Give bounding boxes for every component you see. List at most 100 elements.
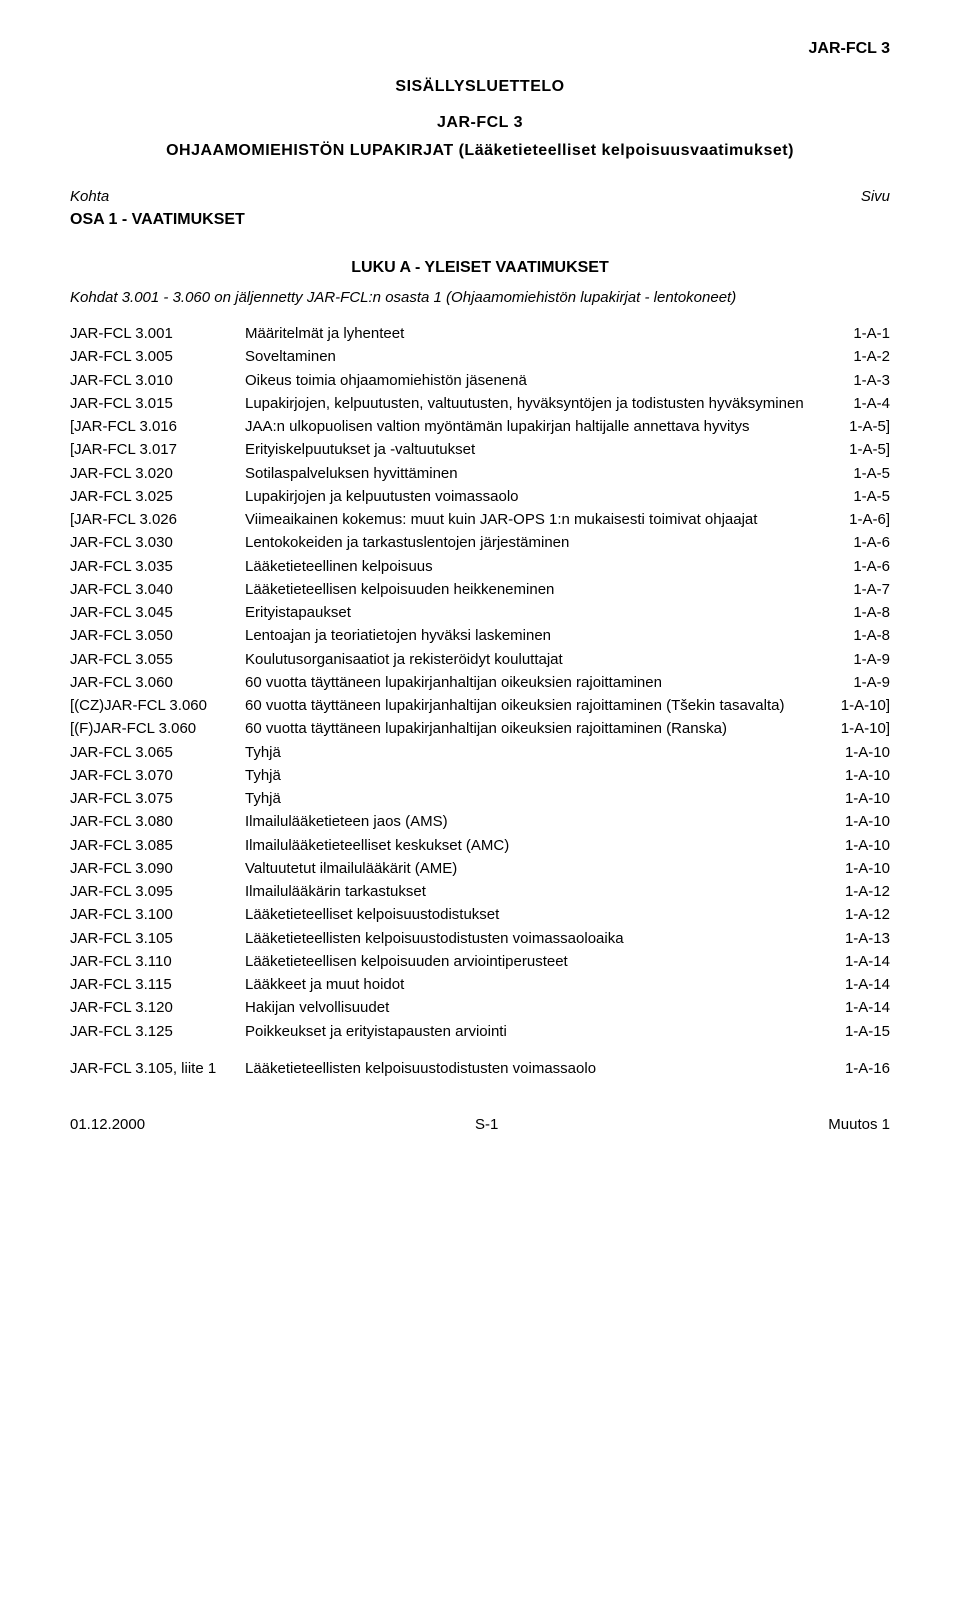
toc-desc: Koulutusorganisaatiot ja rekisteröidyt k… bbox=[245, 648, 825, 671]
toc-desc: Erityiskelpuutukset ja -valtuutukset bbox=[245, 438, 825, 461]
toc-desc: 60 vuotta täyttäneen lupakirjanhaltijan … bbox=[245, 671, 825, 694]
table-row: JAR-FCL 3.055Koulutusorganisaatiot ja re… bbox=[70, 648, 890, 671]
table-row: JAR-FCL 3.070Tyhjä1-A-10 bbox=[70, 764, 890, 787]
header-doc-code: JAR-FCL 3 bbox=[70, 40, 890, 58]
table-row: JAR-FCL 3.005Soveltaminen1-A-2 bbox=[70, 345, 890, 368]
toc-page: 1-A-5] bbox=[825, 438, 890, 461]
toc-desc: Viimeaikainen kokemus: muut kuin JAR-OPS… bbox=[245, 508, 825, 531]
doc-subtitle: OHJAAMOMIEHISTÖN LUPAKIRJAT (Lääketietee… bbox=[70, 142, 890, 160]
table-row: [(CZ)JAR-FCL 3.06060 vuotta täyttäneen l… bbox=[70, 694, 890, 717]
toc-desc: Ilmailulääketieteelliset keskukset (AMC) bbox=[245, 834, 825, 857]
main-title: SISÄLLYSLUETTELO bbox=[70, 78, 890, 96]
toc-label: JAR-FCL 3.085 bbox=[70, 834, 245, 857]
toc-desc: Lääketieteellisen kelpoisuuden arviointi… bbox=[245, 950, 825, 973]
toc-page: 1-A-10 bbox=[825, 741, 890, 764]
toc-page: 1-A-12 bbox=[825, 880, 890, 903]
table-row: JAR-FCL 3.065Tyhjä1-A-10 bbox=[70, 741, 890, 764]
toc-page: 1-A-14 bbox=[825, 950, 890, 973]
column-header-sivu: Sivu bbox=[861, 188, 890, 205]
toc-page: 1-A-10] bbox=[825, 694, 890, 717]
toc-label: JAR-FCL 3.070 bbox=[70, 764, 245, 787]
toc-desc: Valtuutetut ilmailulääkärit (AME) bbox=[245, 857, 825, 880]
toc-page: 1-A-10 bbox=[825, 857, 890, 880]
table-row: JAR-FCL 3.085Ilmailulääketieteelliset ke… bbox=[70, 834, 890, 857]
toc-desc: Lääketieteellisten kelpoisuustodistusten… bbox=[245, 1057, 825, 1080]
toc-label: JAR-FCL 3.020 bbox=[70, 462, 245, 485]
intro-note: Kohdat 3.001 - 3.060 on jäljennetty JAR-… bbox=[70, 289, 890, 306]
toc-desc: Erityistapaukset bbox=[245, 601, 825, 624]
toc-label: JAR-FCL 3.105, liite 1 bbox=[70, 1057, 245, 1080]
toc-label: JAR-FCL 3.125 bbox=[70, 1020, 245, 1043]
toc-page: 1-A-6 bbox=[825, 555, 890, 578]
column-header-kohta: Kohta bbox=[70, 188, 109, 205]
appendix-row-container: JAR-FCL 3.105, liite 1 Lääketieteelliste… bbox=[70, 1057, 890, 1080]
table-row: [JAR-FCL 3.016JAA:n ulkopuolisen valtion… bbox=[70, 415, 890, 438]
toc-label: JAR-FCL 3.005 bbox=[70, 345, 245, 368]
toc-label: JAR-FCL 3.015 bbox=[70, 392, 245, 415]
table-row: [JAR-FCL 3.017Erityiskelpuutukset ja -va… bbox=[70, 438, 890, 461]
table-row: JAR-FCL 3.115Lääkkeet ja muut hoidot1-A-… bbox=[70, 973, 890, 996]
toc-desc: Ilmailulääkärin tarkastukset bbox=[245, 880, 825, 903]
toc-label: JAR-FCL 3.010 bbox=[70, 369, 245, 392]
toc-page: 1-A-12 bbox=[825, 903, 890, 926]
toc-page: 1-A-9 bbox=[825, 648, 890, 671]
chapter-title: LUKU A - YLEISET VAATIMUKSET bbox=[70, 259, 890, 277]
toc-desc: 60 vuotta täyttäneen lupakirjanhaltijan … bbox=[245, 694, 825, 717]
spacer bbox=[70, 1043, 890, 1057]
table-row: JAR-FCL 3.020Sotilaspalveluksen hyvittäm… bbox=[70, 462, 890, 485]
toc-label: JAR-FCL 3.105 bbox=[70, 927, 245, 950]
toc-desc: Ilmailulääketieteen jaos (AMS) bbox=[245, 810, 825, 833]
toc-label: JAR-FCL 3.035 bbox=[70, 555, 245, 578]
toc-page: 1-A-14 bbox=[825, 996, 890, 1019]
toc-desc: Hakijan velvollisuudet bbox=[245, 996, 825, 1019]
toc-label: JAR-FCL 3.040 bbox=[70, 578, 245, 601]
toc-page: 1-A-3 bbox=[825, 369, 890, 392]
toc-label: JAR-FCL 3.050 bbox=[70, 624, 245, 647]
toc-desc: Lupakirjojen, kelpuutusten, valtuutusten… bbox=[245, 392, 825, 415]
toc-desc: 60 vuotta täyttäneen lupakirjanhaltijan … bbox=[245, 717, 825, 740]
toc-desc: Lääketieteellisten kelpoisuustodistusten… bbox=[245, 927, 825, 950]
page-footer: 01.12.2000 S-1 Muutos 1 bbox=[70, 1116, 890, 1133]
toc-label: JAR-FCL 3.030 bbox=[70, 531, 245, 554]
toc-desc: Lupakirjojen ja kelpuutusten voimassaolo bbox=[245, 485, 825, 508]
footer-date: 01.12.2000 bbox=[70, 1116, 145, 1133]
toc-desc: Tyhjä bbox=[245, 787, 825, 810]
toc-page: 1-A-9 bbox=[825, 671, 890, 694]
table-row: JAR-FCL 3.075Tyhjä1-A-10 bbox=[70, 787, 890, 810]
table-row: JAR-FCL 3.040Lääketieteellisen kelpoisuu… bbox=[70, 578, 890, 601]
toc-label: JAR-FCL 3.060 bbox=[70, 671, 245, 694]
toc-page: 1-A-15 bbox=[825, 1020, 890, 1043]
toc-page: 1-A-6 bbox=[825, 531, 890, 554]
toc-page: 1-A-1 bbox=[825, 322, 890, 345]
table-row: JAR-FCL 3.030Lentokokeiden ja tarkastusl… bbox=[70, 531, 890, 554]
table-row: JAR-FCL 3.120Hakijan velvollisuudet1-A-1… bbox=[70, 996, 890, 1019]
toc-desc: Määritelmät ja lyhenteet bbox=[245, 322, 825, 345]
toc-label: [JAR-FCL 3.016 bbox=[70, 415, 245, 438]
toc-label: JAR-FCL 3.095 bbox=[70, 880, 245, 903]
table-row: JAR-FCL 3.015Lupakirjojen, kelpuutusten,… bbox=[70, 392, 890, 415]
toc-label: [(F)JAR-FCL 3.060 bbox=[70, 717, 245, 740]
toc-desc: Soveltaminen bbox=[245, 345, 825, 368]
table-row: JAR-FCL 3.025Lupakirjojen ja kelpuutuste… bbox=[70, 485, 890, 508]
toc-page: 1-A-6] bbox=[825, 508, 890, 531]
toc-page: 1-A-10 bbox=[825, 787, 890, 810]
toc-page: 1-A-10 bbox=[825, 810, 890, 833]
toc-page: 1-A-5 bbox=[825, 485, 890, 508]
toc-desc: Lääketieteellisen kelpoisuuden heikkenem… bbox=[245, 578, 825, 601]
toc-desc: Poikkeukset ja erityistapausten arvioint… bbox=[245, 1020, 825, 1043]
table-row: JAR-FCL 3.080Ilmailulääketieteen jaos (A… bbox=[70, 810, 890, 833]
toc-page: 1-A-8 bbox=[825, 624, 890, 647]
toc-desc: Lentokokeiden ja tarkastuslentojen järje… bbox=[245, 531, 825, 554]
table-row: [(F)JAR-FCL 3.06060 vuotta täyttäneen lu… bbox=[70, 717, 890, 740]
toc-label: JAR-FCL 3.115 bbox=[70, 973, 245, 996]
part-heading: OSA 1 - VAATIMUKSET bbox=[70, 211, 890, 229]
footer-change: Muutos 1 bbox=[828, 1116, 890, 1133]
toc-label: JAR-FCL 3.025 bbox=[70, 485, 245, 508]
toc-desc: JAA:n ulkopuolisen valtion myöntämän lup… bbox=[245, 415, 825, 438]
toc-page: 1-A-14 bbox=[825, 973, 890, 996]
table-row: JAR-FCL 3.090Valtuutetut ilmailulääkärit… bbox=[70, 857, 890, 880]
table-row: JAR-FCL 3.100Lääketieteelliset kelpoisuu… bbox=[70, 903, 890, 926]
toc-label: JAR-FCL 3.110 bbox=[70, 950, 245, 973]
toc-desc: Tyhjä bbox=[245, 741, 825, 764]
toc-label: [JAR-FCL 3.026 bbox=[70, 508, 245, 531]
